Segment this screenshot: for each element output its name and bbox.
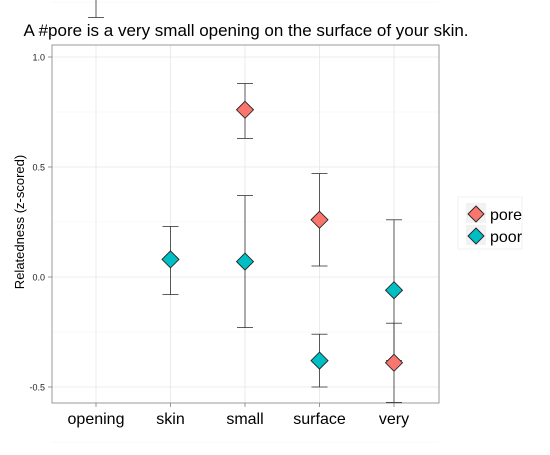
x-tick-label: opening (68, 411, 125, 428)
plot-area: -1.0-0.50.00.51.01.52.0openingskinsmalls… (29, 0, 440, 455)
plot-border (51, 44, 440, 404)
y-tick-label: 0.0 (32, 273, 45, 283)
data-point-pore (310, 210, 329, 229)
x-tick-label: very (379, 411, 409, 428)
y-tick-label: 1.0 (32, 53, 45, 63)
y-axis-label: Relatedness (z-scored) (12, 155, 27, 289)
legend-marker-pore (467, 205, 485, 223)
data-point-poor (235, 252, 255, 271)
legend-label-pore: pore (490, 207, 522, 224)
data-point-poor (310, 351, 329, 370)
legend-marker-poor (467, 227, 485, 245)
y-tick-label: 0.5 (32, 163, 45, 173)
data-point-pore (235, 100, 255, 119)
data-point-poor (384, 281, 404, 300)
x-tick-label: small (226, 411, 263, 428)
legend-label-poor: poor (490, 229, 523, 246)
legend: pore poor (457, 196, 523, 250)
data-point-pore (384, 353, 404, 372)
x-tick-label: skin (156, 411, 184, 428)
data-point-poor (161, 250, 180, 269)
x-tick-label: surface (293, 411, 346, 428)
y-tick-label: -0.5 (29, 383, 45, 393)
plot-background (52, 45, 439, 403)
chart-title: A #pore is a very small opening on the s… (23, 21, 468, 40)
